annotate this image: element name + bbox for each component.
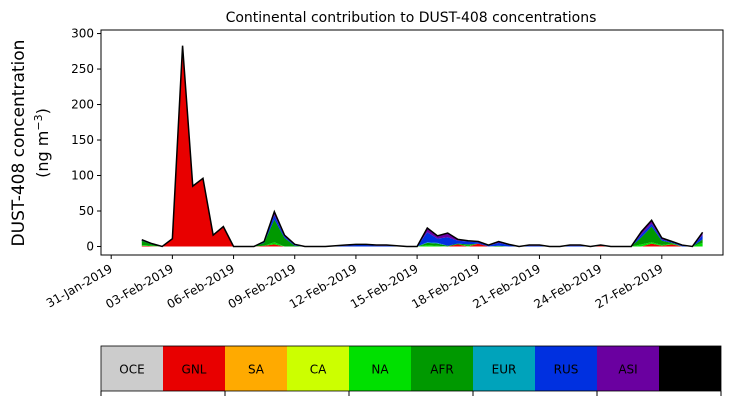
- x-tick-label: 18-Feb-2019: [409, 261, 482, 311]
- x-tick-label: 27-Feb-2019: [593, 261, 666, 311]
- total-concentration-line: [141, 45, 704, 248]
- legend-label-rus: RUS: [554, 363, 579, 377]
- y-tick-label: 0: [86, 239, 94, 253]
- legend-label-sa: SA: [248, 363, 265, 377]
- area-aus: [141, 45, 703, 247]
- x-axis-ticks: 31-Jan-201903-Feb-201906-Feb-201909-Feb-…: [44, 255, 665, 311]
- legend-swatch-aus: [659, 346, 721, 391]
- y-unit-base: (ng m: [33, 131, 52, 178]
- x-tick-label: 12-Feb-2019: [287, 261, 360, 311]
- area-ca: [141, 45, 703, 247]
- legend-swatch-rus: [535, 346, 597, 391]
- y-tick-label: 50: [79, 204, 94, 218]
- legend-swatch-oce: [101, 346, 163, 391]
- legend-swatch-gnl: [163, 346, 225, 391]
- area-afr: [141, 45, 703, 247]
- legend-colorbar: OCE GNL SA CA NA AFR EUR RUS ASI AUS: [100, 345, 722, 396]
- x-tick-label: 03-Feb-2019: [103, 261, 176, 311]
- legend-label-aus: AUS: [678, 363, 703, 377]
- legend-label-ca: CA: [310, 363, 327, 377]
- legend-swatch-eur: [473, 346, 535, 391]
- y-unit-exponent: −3: [32, 114, 45, 130]
- plot-frame: [100, 29, 724, 256]
- legend-label-gnl: GNL: [182, 363, 207, 377]
- y-tick-label: 100: [71, 169, 94, 183]
- y-axis-label-unit: (ng m−3): [32, 108, 53, 178]
- y-tick-label: 250: [71, 62, 94, 76]
- legend-swatch-afr: [411, 346, 473, 391]
- y-axis-label: DUST-408 concentration (ng m−3): [9, 40, 52, 247]
- x-tick-label: 24-Feb-2019: [532, 261, 605, 311]
- legend-label-oce: OCE: [119, 363, 144, 377]
- legend-label-asi: ASI: [618, 363, 637, 377]
- legend-label-eur: EUR: [492, 363, 517, 377]
- area-gnl: [141, 45, 703, 247]
- x-tick-label: 09-Feb-2019: [226, 261, 299, 311]
- x-tick-label: 31-Jan-2019: [44, 261, 115, 310]
- y-tick-label: 300: [71, 27, 94, 41]
- chart-title: Continental contribution to DUST-408 con…: [226, 10, 597, 26]
- x-tick-label: 21-Feb-2019: [470, 261, 543, 311]
- legend-label-na: NA: [371, 363, 389, 377]
- area-eur: [141, 45, 703, 247]
- x-tick-label: 15-Feb-2019: [348, 261, 421, 311]
- y-unit-close: ): [33, 108, 52, 114]
- legend-swatch-asi: [597, 346, 659, 391]
- legend-swatch-sa: [225, 346, 287, 391]
- area-rus: [141, 45, 703, 247]
- legend-frame: [100, 345, 722, 392]
- area-sa: [141, 45, 703, 247]
- y-tick-label: 200: [71, 98, 94, 112]
- y-axis-ticks: 0 50 100 150 200 250 300: [71, 27, 101, 253]
- x-tick-label: 06-Feb-2019: [164, 261, 237, 311]
- legend-swatch-ca: [287, 346, 349, 391]
- y-tick-label: 150: [71, 133, 94, 147]
- legend-label-afr: AFR: [430, 363, 453, 377]
- stacked-areas: [141, 45, 703, 247]
- y-axis-label-main: DUST-408 concentration: [9, 40, 29, 247]
- area-asi: [141, 45, 703, 247]
- legend-swatch-na: [349, 346, 411, 391]
- area-na: [141, 45, 703, 247]
